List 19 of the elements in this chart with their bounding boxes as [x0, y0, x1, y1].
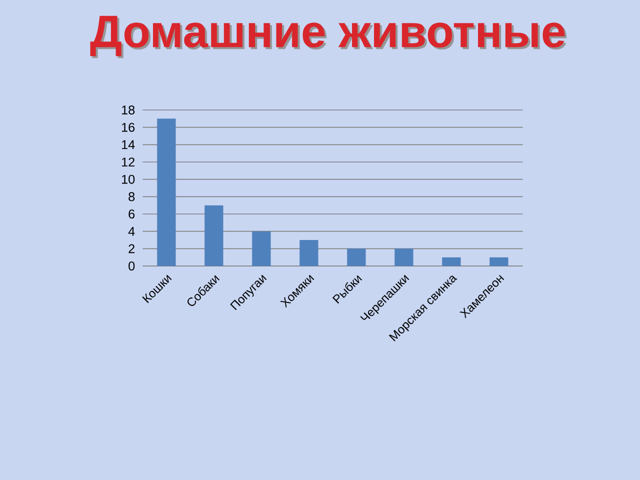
y-tick-label: 12 [122, 158, 134, 166]
y-tick-label: 4 [128, 226, 135, 236]
y-tick-label: 2 [128, 244, 134, 254]
bar [252, 231, 271, 266]
bar [157, 118, 176, 266]
chart-title: Домашние животные [92, 18, 567, 58]
y-tick-label: 8 [128, 192, 135, 202]
bar [300, 240, 318, 266]
y-tick-label: 0 [128, 262, 135, 270]
y-tick-label: 18 [122, 106, 135, 114]
y-tick-label: 14 [122, 140, 135, 150]
bar [442, 257, 461, 266]
y-tick-label: 16 [122, 122, 135, 132]
bar [204, 205, 224, 266]
bar [394, 248, 414, 266]
y-tick-label: 6 [128, 210, 135, 218]
bar [490, 257, 508, 266]
y-tick-label: 10 [122, 174, 135, 184]
bar [347, 248, 366, 266]
